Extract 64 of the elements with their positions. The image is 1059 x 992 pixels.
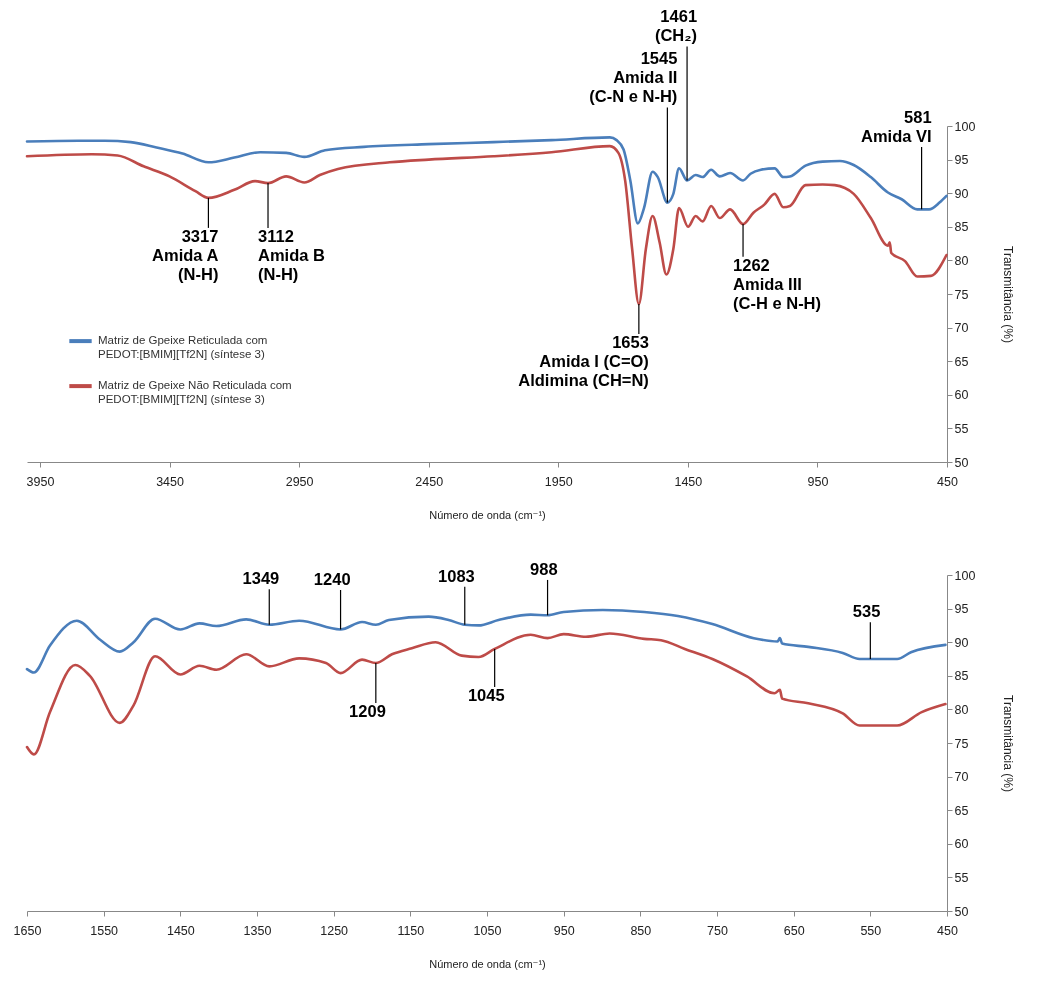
x-axis-title: Número de onda (cm⁻¹) [429,958,546,970]
y-tick-label: 55 [954,870,969,885]
x-tick-label: 450 [937,474,958,489]
y-axis-title: Transmitância (%) [1001,695,1016,792]
x-tick-label: 550 [860,923,882,938]
y-tick-label: 70 [954,770,969,785]
x-tick-label: 2950 [285,474,314,489]
x-tick-label: 1250 [320,923,349,938]
y-tick-label: 75 [954,736,969,751]
y-tick-label: 85 [954,669,969,684]
annotation: 1262 Amida III (C-H e N-H) [733,255,822,312]
annotation: 581 Amida VI [860,108,932,146]
y-tick-label: 90 [954,186,969,201]
y-tick-label: 95 [954,153,969,168]
y-tick-label: 80 [954,253,969,268]
x-tick-label: 950 [553,923,575,938]
annotation: 1083 [438,566,475,585]
x-tick-label: 1350 [243,923,272,938]
y-tick-label: 65 [954,803,969,818]
y-tick-label: 90 [954,635,969,650]
y-tick-label: 55 [954,421,969,436]
y-tick-label: 50 [954,904,969,919]
y-tick-label: 65 [954,354,969,369]
annotation: 1653 Amida I (C=O) Aldimina (CH=N) [518,333,649,390]
annotation: 1209 [349,702,386,721]
y-tick-label: 100 [954,119,976,134]
annotation: 535 [852,602,881,621]
x-tick-label: 450 [937,923,958,938]
annotation: 1045 [467,685,505,704]
annotation: 3317 Amida A (N-H) [152,226,219,283]
y-tick-label: 60 [954,388,969,403]
x-tick-label: 1650 [13,923,42,938]
x-axis-title: Número de onda (cm⁻¹) [429,509,546,521]
x-tick-label: 1450 [674,474,703,489]
y-tick-label: 85 [954,220,969,235]
x-tick-label: 750 [707,923,728,938]
legend-label: Matriz de Gpeixe Reticulada com PEDOT:[BMIM][Tf2N] (síntese 3) [98,334,268,360]
x-tick-label: 850 [630,923,652,938]
y-tick-label: 60 [954,837,969,852]
annotation: 1545 Amida II (C-N e N-H) [589,49,678,106]
y-tick-label: 50 [954,455,969,470]
line-series [25,632,947,756]
y-tick-label: 70 [954,321,969,336]
x-tick-label: 1950 [544,474,573,489]
annotation: 988 [530,559,558,578]
annotation: 1240 [313,570,351,589]
y-tick-label: 100 [954,568,976,583]
x-tick-label: 1550 [90,923,119,938]
x-tick-label: 950 [807,474,829,489]
y-tick-label: 95 [954,602,969,617]
annotation: 1349 [242,569,280,588]
legend-label: Matriz de Gpeixe Não Reticulada com PEDOT:[BMIM][Tf2N] (síntese 3) [98,379,292,405]
x-tick-label: 3450 [156,474,184,489]
y-tick-label: 80 [954,702,969,717]
x-tick-label: 650 [783,923,805,938]
y-axis-title: Transmitância (%) [1001,246,1016,343]
x-tick-label: 1150 [397,923,425,938]
annotation: 3112 Amida B (N-H) [258,226,326,283]
x-tick-label: 2450 [415,474,444,489]
x-tick-label: 1050 [473,923,502,938]
annotation: 1461 (CH₂) [654,7,698,45]
y-tick-label: 75 [954,287,969,302]
x-tick-label: 1450 [166,923,195,938]
x-tick-label: 3950 [26,474,55,489]
